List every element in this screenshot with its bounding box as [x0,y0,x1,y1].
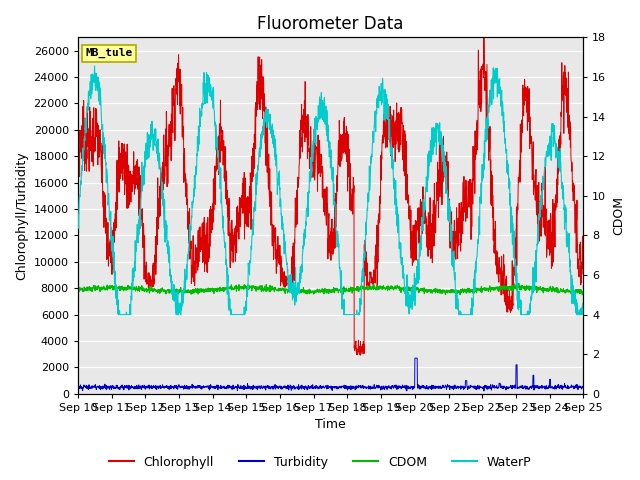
Y-axis label: Chlorophyll/Turbidity: Chlorophyll/Turbidity [15,151,28,280]
Text: MB_tule: MB_tule [85,48,132,58]
Title: Fluorometer Data: Fluorometer Data [257,15,404,33]
Legend: Chlorophyll, Turbidity, CDOM, WaterP: Chlorophyll, Turbidity, CDOM, WaterP [104,451,536,474]
Y-axis label: CDOM: CDOM [612,196,625,235]
X-axis label: Time: Time [315,419,346,432]
